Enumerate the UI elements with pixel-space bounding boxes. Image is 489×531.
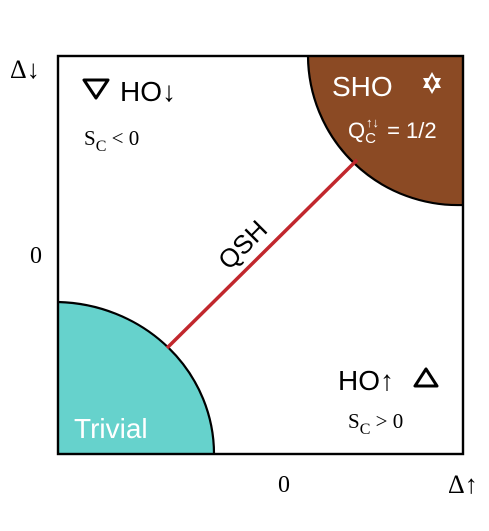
x-axis-zero: 0: [278, 472, 290, 498]
y-axis-label: Δ↓: [10, 55, 40, 84]
y-axis-zero: 0: [30, 243, 42, 269]
sho-label: SHO: [332, 71, 393, 102]
sho-charge-label: QC↑↓ = 1/2: [348, 115, 437, 147]
ho-down-label: HO↓: [120, 76, 176, 107]
ho-up-label: HO↑: [338, 365, 394, 396]
qsh-label: QSH: [212, 214, 273, 275]
triangle-down-icon: [82, 78, 110, 100]
diagram-frame: [56, 54, 465, 456]
x-axis-label: Δ↑: [448, 470, 478, 499]
triangle-up-icon: [413, 367, 439, 388]
trivial-region: [58, 302, 215, 454]
sho-region: [308, 56, 463, 206]
star-of-david-icon: [423, 72, 441, 94]
trivial-label: Trivial: [74, 413, 148, 444]
sc-negative-condition: SC < 0: [84, 126, 139, 155]
qsh-line: [165, 158, 359, 350]
sc-positive-condition: SC > 0: [348, 409, 403, 438]
